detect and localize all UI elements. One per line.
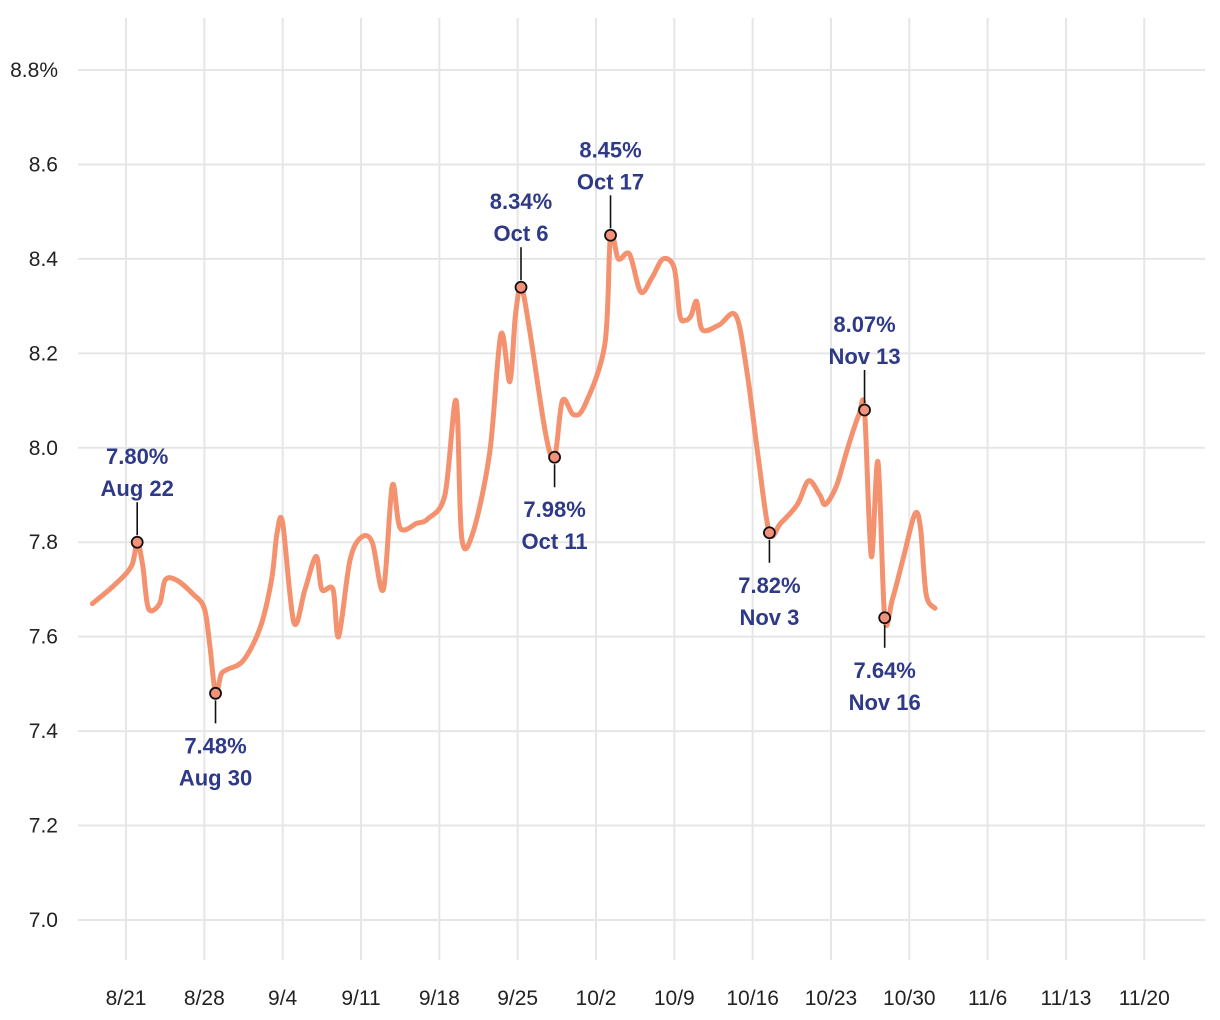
data-point-marker xyxy=(878,611,892,625)
grid-lines xyxy=(78,18,1205,960)
annotation-value: 7.82% xyxy=(738,573,800,598)
annotation-value: 8.45% xyxy=(579,137,641,162)
annotation-date: Nov 13 xyxy=(828,344,900,369)
y-tick-label: 8.6 xyxy=(29,153,58,176)
y-axis-tick-labels: 7.0 7.2 7.4 7.6 7.8 8.0 8.2 8.4 8.6 8.8% xyxy=(10,59,58,932)
annotations-layer: 7.80% Aug 22 7.48% Aug 30 8.34% Oct 6 7.98% Oct… xyxy=(101,137,921,790)
annotation-value: 7.48% xyxy=(184,733,246,758)
annotation-value: 7.80% xyxy=(106,444,168,469)
x-tick-label: 10/30 xyxy=(883,987,936,1010)
x-axis-tick-labels: 8/21 8/28 9/4 9/11 9/18 9/25 10/2 10/9 10/16 10/2… xyxy=(106,987,1170,1010)
data-point-marker xyxy=(548,450,561,464)
x-tick-label: 8/21 xyxy=(106,987,147,1010)
x-tick-label: 10/9 xyxy=(654,987,695,1010)
y-tick-label: 8.4 xyxy=(29,248,59,271)
y-tick-label: 7.8 xyxy=(29,531,58,554)
x-tick-label: 11/13 xyxy=(1040,987,1091,1010)
annotation-value: 8.34% xyxy=(490,189,552,214)
annotation-date: Oct 17 xyxy=(577,169,644,194)
annotation: 7.98% Oct 11 xyxy=(522,450,588,554)
annotation-value: 7.98% xyxy=(523,497,585,522)
x-tick-label: 9/4 xyxy=(268,987,298,1010)
x-tick-label: 10/16 xyxy=(726,987,779,1010)
y-tick-label: 7.6 xyxy=(29,626,58,649)
annotation-value: 7.64% xyxy=(853,658,915,683)
data-point-marker xyxy=(763,526,776,540)
annotation-date: Oct 6 xyxy=(493,221,548,246)
annotation: 8.07% Nov 13 xyxy=(828,312,901,417)
data-point-marker xyxy=(130,535,144,549)
series-layer xyxy=(89,229,938,697)
annotation: 7.82% Nov 3 xyxy=(738,526,801,630)
data-point-marker xyxy=(209,686,222,700)
y-tick-label: 8.2 xyxy=(29,342,58,365)
annotation: 7.48% Aug 30 xyxy=(179,686,252,790)
y-tick-label: 8.0 xyxy=(29,437,58,460)
annotation: 7.80% Aug 22 xyxy=(101,444,174,549)
x-tick-label: 10/2 xyxy=(576,987,617,1010)
y-tick-label: 7.4 xyxy=(29,720,59,743)
annotation-value: 8.07% xyxy=(833,312,895,337)
x-tick-label: 9/11 xyxy=(341,987,380,1010)
x-tick-label: 11/6 xyxy=(968,987,1007,1010)
y-tick-label: 7.2 xyxy=(29,815,58,838)
y-tick-label: 8.8% xyxy=(10,59,58,82)
data-point-marker xyxy=(858,403,871,417)
series-line-rate xyxy=(89,229,938,697)
annotation-date: Nov 16 xyxy=(849,690,921,715)
annotation-date: Oct 11 xyxy=(522,529,588,554)
annotation-date: Nov 3 xyxy=(739,605,799,630)
annotation: 8.34% Oct 6 xyxy=(490,189,552,294)
data-point-marker xyxy=(604,228,617,242)
annotation-date: Aug 22 xyxy=(101,476,174,501)
annotation: 8.45% Oct 17 xyxy=(577,137,644,242)
x-tick-label: 8/28 xyxy=(184,987,225,1010)
x-tick-label: 9/25 xyxy=(497,987,538,1010)
annotation-date: Aug 30 xyxy=(179,765,252,790)
data-point-marker xyxy=(514,280,528,294)
y-tick-label: 7.0 xyxy=(29,909,58,932)
x-tick-label: 9/18 xyxy=(419,987,460,1010)
x-tick-label: 11/20 xyxy=(1119,987,1170,1010)
x-tick-label: 10/23 xyxy=(805,987,858,1010)
annotation: 7.64% Nov 16 xyxy=(849,611,921,715)
